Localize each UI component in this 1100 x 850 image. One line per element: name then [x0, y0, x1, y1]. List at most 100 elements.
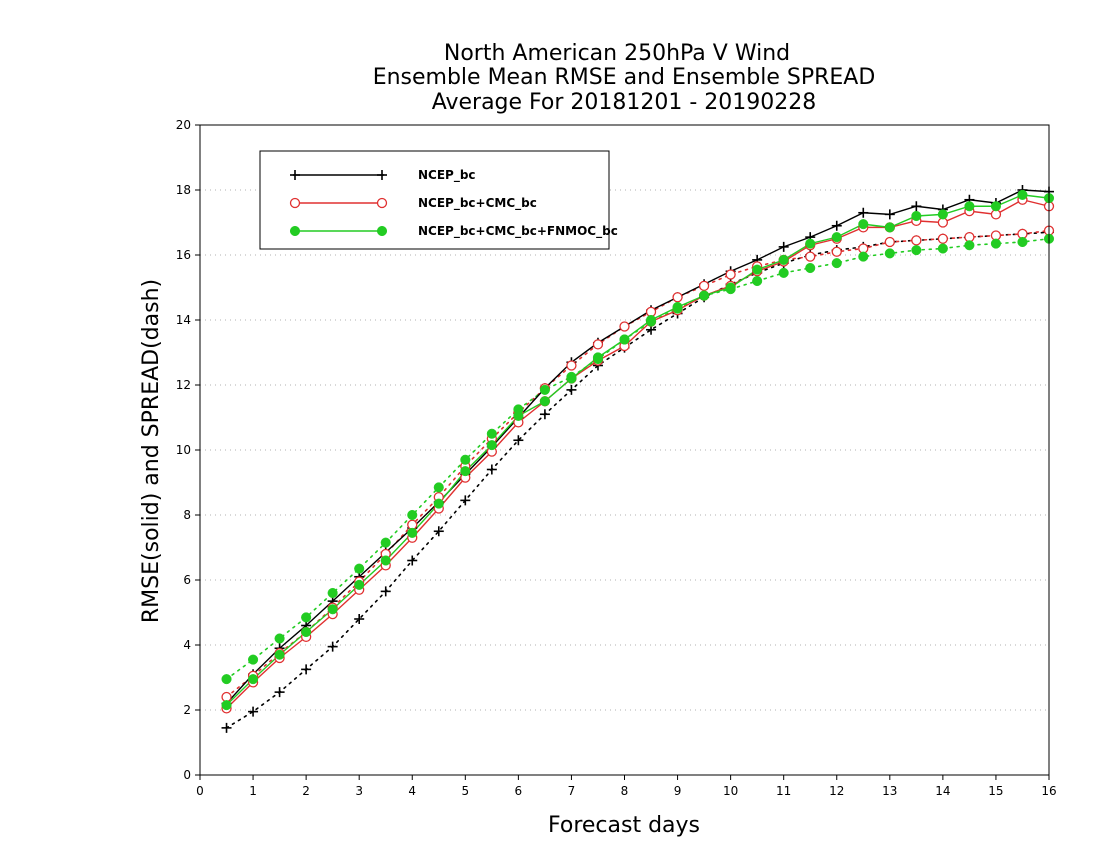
spread-lines: [225, 229, 1050, 729]
series-ncep-bc-cmc-bc-fnmoc-bc-rmse-point: [539, 396, 550, 407]
x-tick-label: 0: [196, 784, 204, 798]
series-ncep-bc-cmc-bc-fnmoc-bc-rmse-point: [937, 209, 948, 220]
series-ncep-bc-rmse-point: [831, 220, 842, 231]
series-ncep-bc-cmc-bc-fnmoc-bc-rmse-point: [248, 674, 259, 685]
series-ncep-bc-cmc-bc-fnmoc-bc-spread-point: [407, 509, 418, 521]
series-ncep-bc-cmc-bc-fnmoc-bc-rmse-point: [407, 527, 418, 538]
series-ncep-bc-cmc-bc-fnmoc-bc-rmse-point: [672, 301, 683, 313]
series-ncep-bc-cmc-bc-fnmoc-bc-rmse-point: [513, 410, 524, 421]
series-ncep-bc-spread-point: [380, 586, 391, 597]
series-ncep-bc-spread-point: [327, 641, 338, 652]
legend-marker-ncep-bc-cmc-bc-fnmoc-bc: [376, 225, 388, 237]
series-ncep-bc-cmc-bc-spread-point: [831, 246, 842, 257]
title-line-2: Ensemble Mean RMSE and Ensemble SPREAD: [373, 65, 876, 90]
y-axis-label: RMSE(solid) and SPREAD(dash): [139, 279, 164, 623]
grid-lines: [200, 189, 1049, 711]
x-tick-label: 10: [723, 784, 738, 798]
series-ncep-bc-rmse-point: [884, 209, 895, 220]
series-ncep-bc-cmc-bc-spread-point: [805, 251, 816, 262]
chart-title: North American 250hPa V Wind Ensemble Me…: [373, 41, 876, 115]
series-ncep-bc-cmc-bc-fnmoc-bc-spread-point: [1017, 236, 1028, 248]
series-ncep-bc-cmc-bc-spread-point: [698, 280, 710, 292]
series-ncep-bc-cmc-bc-fnmoc-bc-spread-point: [831, 258, 842, 269]
y-tick-label: 0: [183, 768, 191, 782]
series-ncep-bc-cmc-bc-fnmoc-bc-rmse-point: [486, 440, 497, 451]
x-tick-label: 9: [674, 784, 682, 798]
legend-label-ncep-bc-cmc-bc: NCEP_bc+CMC_bc: [418, 196, 537, 211]
x-tick-label: 16: [1041, 784, 1056, 798]
series-ncep-bc-cmc-bc-fnmoc-bc-spread-point: [354, 563, 365, 574]
series-ncep-bc-cmc-bc-fnmoc-bc-spread-point: [460, 454, 471, 465]
x-tick-label: 11: [776, 784, 791, 798]
series-ncep-bc-rmse-point: [858, 207, 869, 218]
series-ncep-bc-cmc-bc-fnmoc-bc-spread-point: [964, 240, 975, 251]
legend-entries: NCEP_bc NCEP_bc+CMC_bc NCEP_bc+CMC_bc+FNMO…: [289, 168, 618, 239]
legend-marker-ncep-bc-cmc-bc-fnmoc-bc: [289, 225, 301, 237]
series-ncep-bc-cmc-bc-fnmoc-bc-spread-point: [327, 587, 338, 599]
series-ncep-bc-cmc-bc-fnmoc-bc-rmse-point: [460, 466, 471, 477]
rmse-lines: [226, 189, 1050, 709]
series-ncep-bc-spread-point: [354, 614, 365, 624]
y-tick-label: 10: [176, 443, 191, 457]
series-ncep-bc-spread-point: [433, 526, 444, 537]
series-ncep-bc-spread-point: [539, 409, 550, 420]
series-ncep-bc-cmc-bc-fnmoc-bc-spread-point: [274, 633, 285, 644]
y-tick-label: 14: [176, 313, 191, 327]
series-ncep-bc-cmc-bc-fnmoc-bc-rmse-point: [433, 498, 444, 509]
x-tick-label: 6: [515, 784, 523, 798]
legend-marker-ncep-bc: [290, 170, 300, 180]
series-ncep-bc-cmc-bc-spread-point: [937, 233, 949, 244]
series-ncep-bc-spread-point: [460, 495, 471, 506]
series-ncep-bc-cmc-bc-fnmoc-bc-rmse-point: [301, 626, 312, 638]
series-ncep-bc-cmc-bc-fnmoc-bc-rmse-point: [699, 290, 710, 301]
series-ncep-bc-spread-point: [274, 687, 285, 698]
y-tick-label: 18: [176, 183, 191, 197]
data-markers: [221, 185, 1055, 733]
series-ncep-bc-cmc-bc-spread-point: [592, 339, 604, 350]
series-ncep-bc-cmc-bc-rmse-line: [226, 199, 1050, 709]
series-ncep-bc-spread-point: [513, 435, 524, 446]
y-tick-label: 2: [183, 703, 191, 717]
series-ncep-bc-cmc-bc-spread-line: [225, 229, 1050, 698]
series-ncep-bc-spread-point: [248, 706, 259, 717]
series-ncep-bc-cmc-bc-fnmoc-bc-spread-point: [990, 238, 1001, 249]
series-ncep-bc-cmc-bc-fnmoc-bc-spread-point: [778, 267, 789, 278]
series-ncep-bc-cmc-bc-fnmoc-bc-rmse-point: [221, 700, 232, 711]
series-ncep-bc-cmc-bc-spread-point: [884, 236, 895, 248]
x-tick-label: 14: [935, 784, 950, 798]
legend: NCEP_bc NCEP_bc+CMC_bc NCEP_bc+CMC_bc+FNMO…: [259, 150, 618, 250]
series-ncep-bc-cmc-bc-fnmoc-bc-rmse-point: [566, 373, 577, 384]
series-ncep-bc-rmse-point: [778, 241, 789, 252]
series-ncep-bc-spread-point: [486, 464, 497, 475]
series-ncep-bc-rmse-line: [226, 189, 1050, 704]
x-tick-label: 12: [829, 784, 844, 798]
legend-box: [259, 150, 610, 250]
series-ncep-bc-cmc-bc-fnmoc-bc-spread-point: [937, 243, 948, 254]
series-ncep-bc-cmc-bc-spread-point: [672, 292, 683, 303]
x-tick-label: 7: [568, 784, 576, 798]
series-ncep-bc-cmc-bc-spread-point: [566, 360, 577, 371]
x-tick-label: 3: [355, 784, 363, 798]
legend-label-ncep-bc: NCEP_bc: [418, 168, 476, 183]
x-tick-label: 8: [621, 784, 629, 798]
series-ncep-bc-cmc-bc-spread-point: [911, 235, 922, 246]
series-ncep-bc-cmc-bc-fnmoc-bc-spread-point: [380, 537, 391, 548]
series-ncep-bc-cmc-bc-fnmoc-bc-rmse-point: [990, 201, 1001, 212]
x-tick-label: 5: [461, 784, 469, 798]
series-ncep-bc-cmc-bc-fnmoc-bc-rmse-point: [858, 219, 869, 230]
series-ncep-bc-cmc-bc-fnmoc-bc-spread-point: [221, 674, 232, 685]
series-ncep-bc-cmc-bc-fnmoc-bc-rmse-point: [964, 201, 975, 212]
series-ncep-bc-cmc-bc-spread-point: [619, 321, 630, 332]
y-tick-label: 20: [176, 118, 191, 132]
legend-marker-ncep-bc-cmc-bc: [376, 197, 388, 209]
series-ncep-bc-cmc-bc-fnmoc-bc-rmse-point: [592, 352, 604, 363]
x-tick-label: 2: [302, 784, 310, 798]
series-ncep-bc-cmc-bc-fnmoc-bc-rmse-point: [752, 264, 763, 275]
series-ncep-bc-spread-point: [301, 664, 312, 675]
series-ncep-bc-cmc-bc-fnmoc-bc-spread-point: [301, 612, 312, 623]
series-ncep-bc-cmc-bc-fnmoc-bc-rmse-point: [645, 314, 657, 326]
series-ncep-bc-cmc-bc-fnmoc-bc-rmse-point: [354, 579, 365, 590]
x-axis-label: Forecast days: [548, 813, 700, 838]
series-ncep-bc-spread-line: [225, 231, 1050, 729]
x-tick-label: 1: [249, 784, 257, 798]
